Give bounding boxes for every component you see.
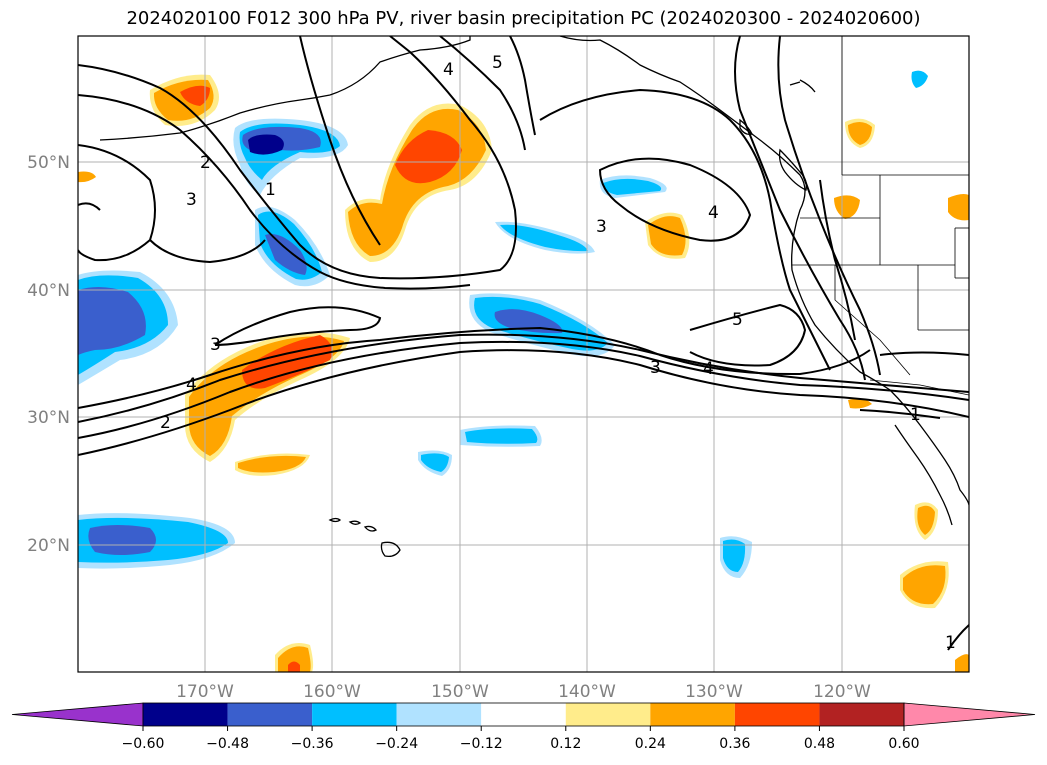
pv-label: 3 — [650, 358, 661, 378]
lat-label-40n: 40°N — [27, 281, 70, 301]
map-plot-area: 5 4 2 3 1 3 4 2 3 4 5 3 4 1 1 — [78, 36, 969, 672]
precip-positive-regions — [78, 74, 969, 672]
lon-label-120w: 120°W — [813, 682, 871, 702]
lon-label-160w: 160°W — [303, 682, 361, 702]
colorbar-ticks: −0.60 −0.48 −0.36 −0.24 −0.12 0.12 0.24 0.36 0.4… — [122, 726, 920, 752]
colorbar-tick-label: −0.36 — [291, 736, 334, 752]
colorbar-extend-min — [11, 702, 144, 727]
pv-label: 1 — [945, 633, 956, 653]
pv-contours — [78, 36, 969, 651]
pv-label: 3 — [596, 217, 607, 237]
colorbar-segment — [396, 703, 482, 726]
colorbar-segment — [481, 703, 566, 726]
pv-label: 3 — [186, 190, 197, 210]
plot-frame — [77, 35, 970, 673]
colorbar-tick-label: 0.36 — [719, 736, 750, 752]
pv-label: 4 — [708, 203, 719, 223]
pv-label: 1 — [265, 180, 276, 200]
pv-label: 5 — [732, 310, 743, 330]
lat-label-50n: 50°N — [27, 153, 70, 173]
colorbar-extend-max — [903, 702, 1036, 727]
pv-label: 2 — [200, 153, 211, 173]
colorbar-segment — [312, 703, 397, 726]
lat-label-30n: 30°N — [27, 408, 70, 428]
lat-label-20n: 20°N — [27, 536, 70, 556]
colorbar-tick-label: 0.48 — [804, 736, 835, 752]
colorbar-tick-label: −0.12 — [460, 736, 503, 752]
latitude-labels: 50°N 40°N 30°N 20°N — [27, 153, 70, 556]
pv-label: 4 — [186, 375, 197, 395]
political-boundaries — [792, 36, 969, 396]
colorbar-tick-label: 0.12 — [550, 736, 581, 752]
colorbar-tick-label: −0.48 — [206, 736, 249, 752]
lon-label-150w: 150°W — [431, 682, 489, 702]
colorbar: −0.60 −0.48 −0.36 −0.24 −0.12 0.12 0.24 0.36 0.4… — [11, 702, 1036, 752]
colorbar-segments — [11, 702, 1036, 727]
map-title: 2024020100 F012 300 hPa PV, river basin … — [126, 8, 921, 29]
colorbar-tick-label: −0.60 — [122, 736, 165, 752]
colorbar-segment — [143, 703, 228, 726]
pv-contour-labels: 5 4 2 3 1 3 4 2 3 4 5 3 4 1 1 — [160, 53, 956, 653]
colorbar-segment — [650, 703, 735, 726]
lon-label-140w: 140°W — [558, 682, 616, 702]
colorbar-frame — [142, 702, 905, 727]
pv-label: 2 — [160, 413, 171, 433]
longitude-labels: 170°W 160°W 150°W 140°W 130°W 120°W — [176, 682, 871, 702]
colorbar-tick-label: 0.60 — [888, 736, 919, 752]
lon-label-170w: 170°W — [176, 682, 234, 702]
colorbar-segment — [565, 703, 651, 726]
lon-label-130w: 130°W — [685, 682, 743, 702]
colorbar-tick-label: 0.24 — [635, 736, 666, 752]
pv-label: 1 — [910, 405, 921, 425]
colorbar-segment — [819, 703, 904, 726]
pv-label: 4 — [703, 359, 714, 379]
pv-label: 5 — [492, 53, 503, 73]
precip-negative-regions — [78, 70, 928, 578]
pv-label: 4 — [443, 60, 454, 80]
colorbar-segment — [734, 703, 820, 726]
colorbar-segment — [227, 703, 313, 726]
colorbar-tick-label: −0.24 — [375, 736, 418, 752]
pv-label: 3 — [210, 335, 221, 355]
